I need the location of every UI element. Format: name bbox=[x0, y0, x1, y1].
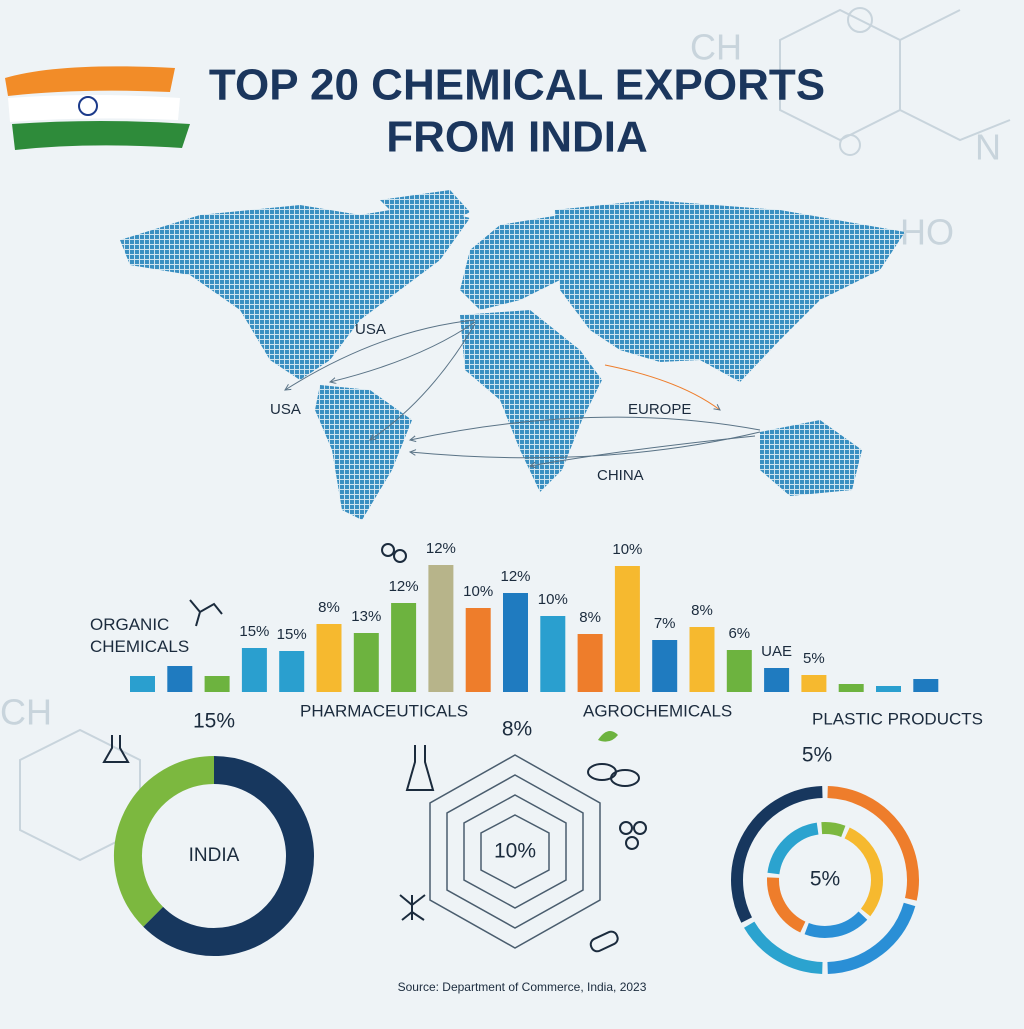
leaf-icon bbox=[598, 731, 618, 742]
bar-label: 13% bbox=[351, 608, 381, 625]
bar-label: 5% bbox=[803, 650, 825, 667]
donut-center: INDIA bbox=[189, 845, 240, 866]
trade-arrows bbox=[285, 319, 761, 466]
group-label: PHARMACEUTICALS bbox=[300, 701, 468, 720]
bar-label: 12% bbox=[426, 540, 456, 557]
group-label: PLASTIC PRODUCTS bbox=[812, 709, 983, 728]
bar bbox=[167, 666, 193, 692]
group-label: ORGANIC CHEMICALS bbox=[90, 615, 190, 656]
svg-text:HO: HO bbox=[900, 212, 954, 253]
bar bbox=[353, 633, 379, 692]
bar bbox=[689, 627, 715, 692]
donut-segment bbox=[827, 786, 919, 901]
bar bbox=[540, 616, 566, 692]
group-label: AGROCHEMICALS bbox=[583, 701, 732, 720]
bar bbox=[614, 566, 640, 692]
donut-segment bbox=[804, 911, 868, 938]
bar bbox=[876, 686, 901, 692]
hexagon-center: 10% bbox=[494, 840, 536, 863]
world-map bbox=[120, 190, 905, 520]
icons bbox=[102, 543, 647, 953]
donut-segment bbox=[844, 827, 883, 917]
source: Source: Department of Commerce, India, 2… bbox=[398, 980, 647, 994]
bar bbox=[241, 648, 267, 692]
charts: 15% 15% 8% 13% 12% 12% 10% 12% 10% 8% 10% 7% 8% 6% UAE… bbox=[114, 540, 983, 974]
donut-segment bbox=[114, 756, 215, 927]
bg-formula: CH HO N CH bbox=[0, 27, 1001, 733]
bar-label: 15% bbox=[239, 623, 269, 640]
bar bbox=[764, 668, 790, 692]
bar bbox=[652, 640, 678, 692]
donut-center: 5% bbox=[810, 868, 840, 891]
bar bbox=[503, 593, 528, 692]
donut-title: 5% bbox=[802, 744, 832, 767]
donut-segment bbox=[827, 902, 916, 974]
donut-title: 15% bbox=[193, 710, 235, 733]
bar bbox=[465, 608, 491, 692]
map-label: CHINA bbox=[597, 467, 644, 484]
bg-decoration bbox=[19, 7, 1011, 862]
bar-label: 12% bbox=[389, 578, 419, 595]
bar bbox=[726, 650, 752, 692]
bar bbox=[801, 675, 827, 692]
map-label: USA bbox=[355, 321, 386, 338]
map-label: USA bbox=[270, 401, 301, 418]
bar-label: 7% bbox=[654, 615, 676, 632]
bar bbox=[316, 624, 342, 692]
bar-label: UAE bbox=[761, 643, 792, 660]
bar-label: 10% bbox=[538, 591, 568, 608]
hexagon-label: 8% bbox=[502, 718, 532, 741]
bar-label: 10% bbox=[612, 541, 642, 558]
donut-segment bbox=[767, 877, 806, 933]
map-label: EUROPE bbox=[628, 401, 691, 418]
bar bbox=[913, 679, 939, 692]
donut-segment bbox=[767, 822, 819, 875]
title-line: TOP 20 CHEMICAL EXPORTS bbox=[209, 61, 825, 110]
bar bbox=[130, 676, 155, 692]
bar bbox=[279, 651, 305, 692]
svg-text:CH: CH bbox=[690, 27, 742, 68]
bar-label: 15% bbox=[277, 626, 307, 643]
svg-text:N: N bbox=[975, 127, 1001, 168]
bar-label: 10% bbox=[463, 583, 493, 600]
bar-label: 8% bbox=[691, 602, 713, 619]
donut-segment bbox=[143, 756, 314, 956]
title-line: FROM INDIA bbox=[386, 113, 648, 162]
bar bbox=[428, 565, 454, 692]
donut-segment bbox=[731, 786, 823, 923]
hexagon-web bbox=[429, 754, 601, 949]
bar bbox=[838, 684, 864, 692]
bar-label: 8% bbox=[318, 599, 340, 616]
bar-label: 6% bbox=[728, 625, 750, 642]
svg-text:CH: CH bbox=[0, 692, 52, 733]
bar bbox=[204, 676, 230, 692]
bar bbox=[391, 603, 417, 692]
india-flag bbox=[5, 66, 190, 150]
bar bbox=[577, 634, 603, 692]
bar-label: 8% bbox=[579, 609, 601, 626]
bar-label: 12% bbox=[500, 568, 530, 585]
donut-segment bbox=[744, 921, 823, 974]
donut-segment bbox=[821, 822, 846, 838]
